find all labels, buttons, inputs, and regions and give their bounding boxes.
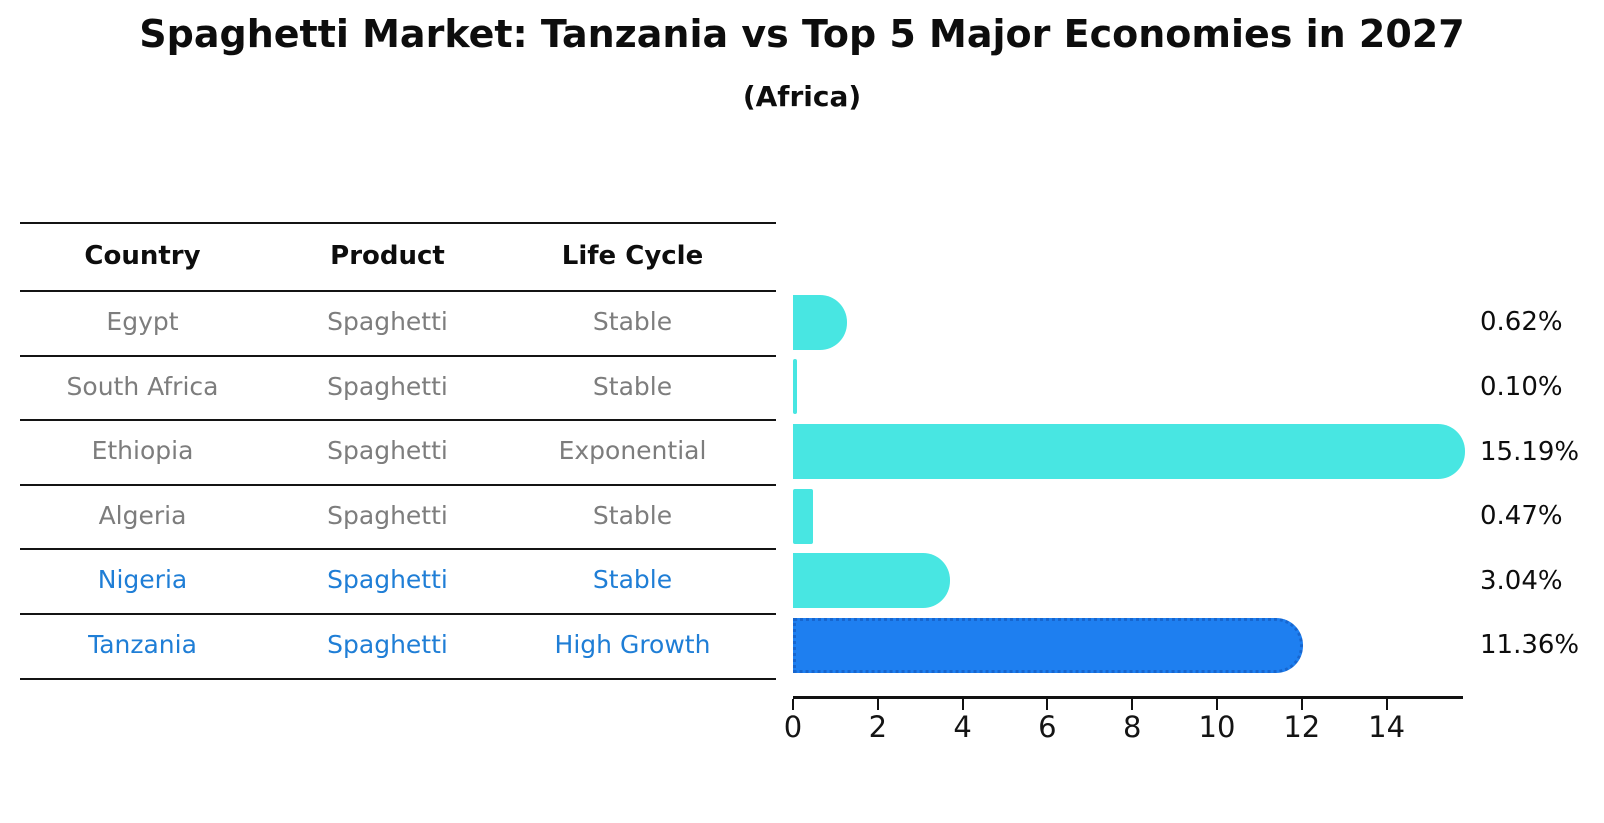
table-header-cell: Country	[84, 241, 201, 271]
bar-value-label: 15.19%	[1480, 436, 1580, 467]
x-axis-tick-label: 10	[1198, 710, 1236, 744]
table-cell: Stable	[592, 565, 673, 595]
x-axis-tick-label: 4	[953, 710, 972, 744]
table-divider-line	[20, 483, 776, 486]
bar-value-label: 11.36%	[1480, 630, 1580, 661]
table-cell: Algeria	[98, 500, 187, 530]
table-cell: Stable	[592, 371, 673, 401]
table-divider-line	[20, 677, 776, 680]
chart-title: Spaghetti Market: Tanzania vs Top 5 Majo…	[139, 12, 1465, 56]
table-cell: Spaghetti	[327, 307, 448, 336]
bar-value-label: 0.47%	[1480, 501, 1563, 532]
x-axis-tick	[792, 699, 794, 710]
table-cell: Spaghetti	[327, 500, 448, 530]
table-divider-line	[20, 548, 776, 551]
table-cell: Spaghetti	[327, 630, 448, 659]
chart-subtitle: (Africa)	[742, 80, 862, 113]
x-axis-line	[793, 696, 1463, 699]
x-axis-tick	[961, 699, 964, 710]
table-cell: Spaghetti	[327, 436, 448, 466]
bar	[793, 488, 813, 544]
bar-value-label: 0.62%	[1480, 307, 1563, 338]
x-axis-tick-label: 12	[1283, 710, 1321, 744]
table-cell: Ethiopia	[91, 436, 194, 466]
x-axis-tick	[1131, 699, 1134, 710]
table-cell: Spaghetti	[327, 565, 448, 595]
x-axis-tick	[1300, 699, 1303, 710]
table-cell: Stable	[592, 307, 673, 336]
table-cell: High Growth	[554, 630, 711, 659]
x-axis-tick	[1046, 699, 1049, 710]
bar	[793, 553, 950, 609]
x-axis-tick-label: 0	[783, 710, 803, 744]
x-axis-tick-label: 2	[868, 710, 888, 744]
table-cell: Nigeria	[97, 565, 188, 595]
table-cell: Stable	[592, 500, 673, 530]
table-header-cell: Product	[330, 241, 445, 271]
table-divider-line	[20, 222, 776, 224]
bar-value-label: 3.04%	[1480, 565, 1563, 596]
table-cell: South Africa	[66, 371, 219, 401]
bar	[793, 359, 798, 415]
table-cell: Exponential	[558, 436, 707, 466]
table-divider-line	[20, 354, 776, 357]
x-axis-tick	[1385, 699, 1388, 710]
x-axis-tick	[876, 699, 879, 710]
x-axis-tick-label: 8	[1122, 710, 1142, 744]
bar	[793, 424, 1466, 479]
bar	[793, 294, 848, 350]
highlight-bar	[793, 617, 1303, 673]
x-axis-tick-label: 6	[1038, 710, 1057, 744]
x-axis-tick-label: 14	[1368, 710, 1406, 744]
table-cell: Egypt	[106, 307, 179, 336]
bar-value-label: 0.10%	[1480, 371, 1563, 402]
table-header-cell: Life Cycle	[561, 241, 704, 271]
table-cell: Spaghetti	[327, 371, 448, 401]
table-divider-line	[20, 419, 776, 422]
x-axis-tick	[1216, 699, 1218, 710]
table-cell: Tanzania	[88, 630, 197, 659]
table-divider-line	[20, 613, 776, 615]
table-divider-line	[20, 290, 776, 292]
